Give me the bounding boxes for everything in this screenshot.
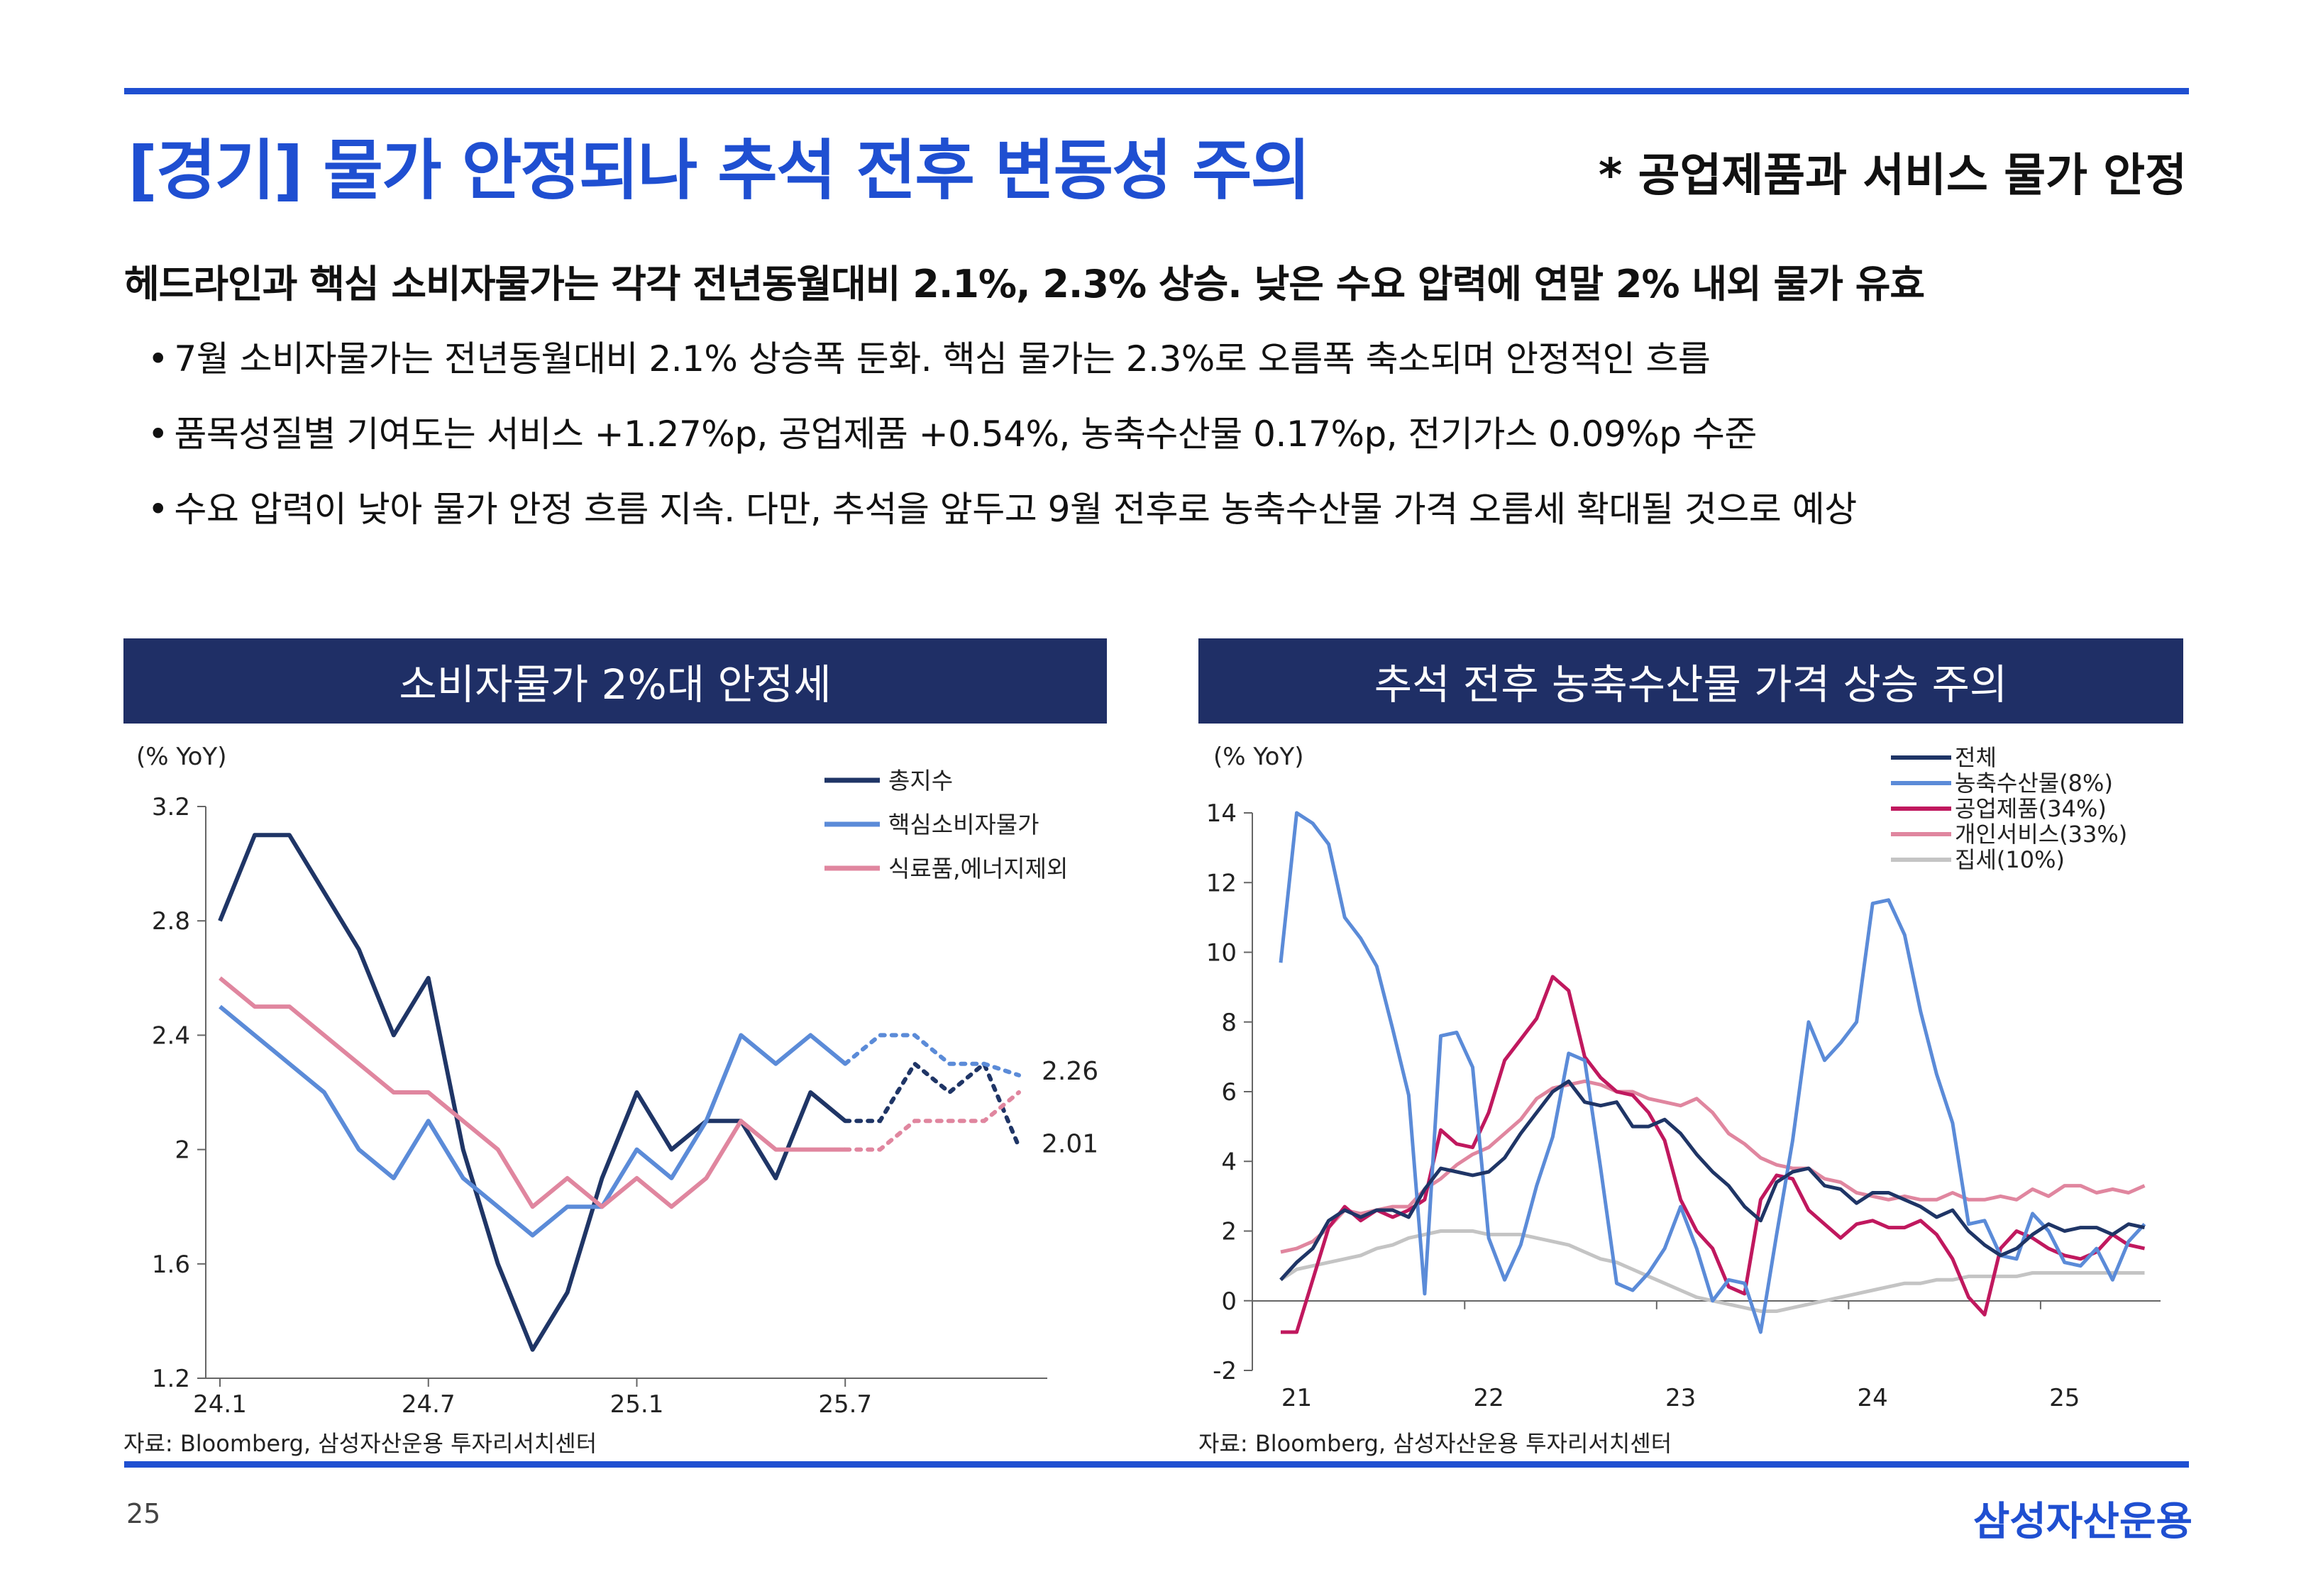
right-y-tick-label: 8 <box>1221 1009 1237 1037</box>
left-x-tick-label: 24.7 <box>402 1390 456 1419</box>
left-y-tick-label: 3.2 <box>152 793 190 821</box>
bullet-dot: • <box>148 338 169 379</box>
page-title: [경기] 물가 안정되나 추석 전후 변동성 주의 <box>128 133 1311 209</box>
right-series-line <box>1279 1079 2146 1281</box>
right-panel-header: 추석 전후 농축수산물 가격 상승 주의 <box>1198 638 2183 724</box>
right-x-tick-label: 25 <box>2049 1384 2080 1412</box>
bullet-text: 품목성질별 기여도는 서비스 +1.27%p, 공업제품 +0.54%, 농축수… <box>174 414 1757 455</box>
right-x-tick-label: 24 <box>1858 1384 1888 1412</box>
right-y-tick-label: 2 <box>1221 1218 1237 1246</box>
right-legend-label: 공업제품(34%) <box>1955 795 2107 822</box>
left-series-forecast-line <box>843 1090 1021 1152</box>
right-x-tick-label: 22 <box>1473 1384 1504 1412</box>
right-legend-label: 농축수산물(8%) <box>1955 770 2113 797</box>
right-y-axis-label: (% YoY) <box>1213 743 1303 771</box>
right-chart: (% YoY) 14 12 10 8 6 4 2 0 -2 21 22 23 24 25 전체농축수산물… <box>1206 743 2161 1412</box>
bullet-item: • 7월 소비자물가는 전년동월대비 2.1% 상승폭 둔화. 핵심 물가는 2… <box>148 331 1711 382</box>
page-subtitle: * 공업제품과 서비스 물가 안정 <box>1598 150 2187 202</box>
right-legend-label: 전체 <box>1955 744 1997 771</box>
left-series-line <box>219 976 846 1209</box>
right-y-tick-label: 6 <box>1221 1078 1237 1107</box>
left-x-tick-label: 25.1 <box>610 1390 664 1419</box>
left-y-tick-label: 2 <box>175 1136 190 1165</box>
right-y-tick-label: 0 <box>1221 1287 1237 1316</box>
left-series-forecast-line <box>843 1033 1021 1077</box>
left-y-tick-label: 2.4 <box>152 1021 190 1050</box>
right-y-tick-label: 14 <box>1206 799 1237 828</box>
left-panel-header: 소비자물가 2%대 안정세 <box>123 638 1107 724</box>
right-series-line <box>1281 975 2146 1334</box>
right-source-note: 자료: Bloomberg, 삼성자산운용 투자리서치센터 <box>1198 1430 1672 1457</box>
bullet-text: 수요 압력이 낮아 물가 안정 흐름 지속. 다만, 추석을 앞두고 9월 전후… <box>174 489 1857 530</box>
left-end-value-label: 2.26 <box>1042 1057 1098 1086</box>
right-x-tick-label: 21 <box>1281 1384 1312 1412</box>
bullet-item: • 수요 압력이 낮아 물가 안정 흐름 지속. 다만, 추석을 앞두고 9월 … <box>148 481 1857 532</box>
bullet-dot: • <box>148 414 169 455</box>
right-y-tick-label: 12 <box>1206 869 1237 897</box>
right-legend-label: 개인서비스(33%) <box>1955 821 2127 848</box>
right-y-tick-label: -2 <box>1213 1357 1237 1385</box>
left-source-note: 자료: Bloomberg, 삼성자산운용 투자리서치센터 <box>123 1430 597 1457</box>
left-legend-label: 핵심소비자물가 <box>888 811 1039 838</box>
bullet-dot: • <box>148 489 169 530</box>
top-rule <box>124 88 2189 94</box>
left-y-tick-label: 1.6 <box>152 1251 190 1279</box>
bullet-item: • 품목성질별 기여도는 서비스 +1.27%p, 공업제품 +0.54%, 농… <box>148 406 1757 457</box>
left-legend-label: 총지수 <box>888 767 953 794</box>
page-number: 25 <box>126 1498 161 1529</box>
left-series-line <box>219 1004 847 1238</box>
left-series-line <box>218 833 847 1352</box>
right-y-tick-label: 4 <box>1221 1148 1237 1176</box>
bullet-text: 7월 소비자물가는 전년동월대비 2.1% 상승폭 둔화. 핵심 물가는 2.3… <box>174 338 1711 379</box>
right-x-tick-label: 23 <box>1665 1384 1696 1412</box>
left-y-tick-label: 2.8 <box>152 907 190 936</box>
company-logo: 삼성자산운용 <box>1973 1499 2192 1545</box>
left-x-tick-label: 25.7 <box>818 1390 872 1419</box>
right-legend-label: 집세(10%) <box>1955 846 2065 873</box>
left-y-tick-label: 1.2 <box>152 1365 190 1393</box>
headline: 헤드라인과 핵심 소비자물가는 각각 전년동월대비 2.1%, 2.3% 상승.… <box>124 262 1925 306</box>
left-x-tick-label: 24.1 <box>193 1390 247 1419</box>
bottom-rule <box>124 1461 2189 1468</box>
right-series-line <box>1279 811 2146 1334</box>
left-chart: (% YoY) 3.2 2.8 2.4 2 1.6 1.2 24.1 24.7 25.1 25.… <box>136 743 1098 1419</box>
left-y-axis-label: (% YoY) <box>136 743 226 771</box>
left-legend-label: 식료품,에너지제외 <box>888 855 1068 882</box>
left-end-value-label: 2.01 <box>1042 1130 1098 1159</box>
left-series-forecast-line <box>843 1060 1021 1149</box>
right-y-tick-label: 10 <box>1206 939 1237 968</box>
